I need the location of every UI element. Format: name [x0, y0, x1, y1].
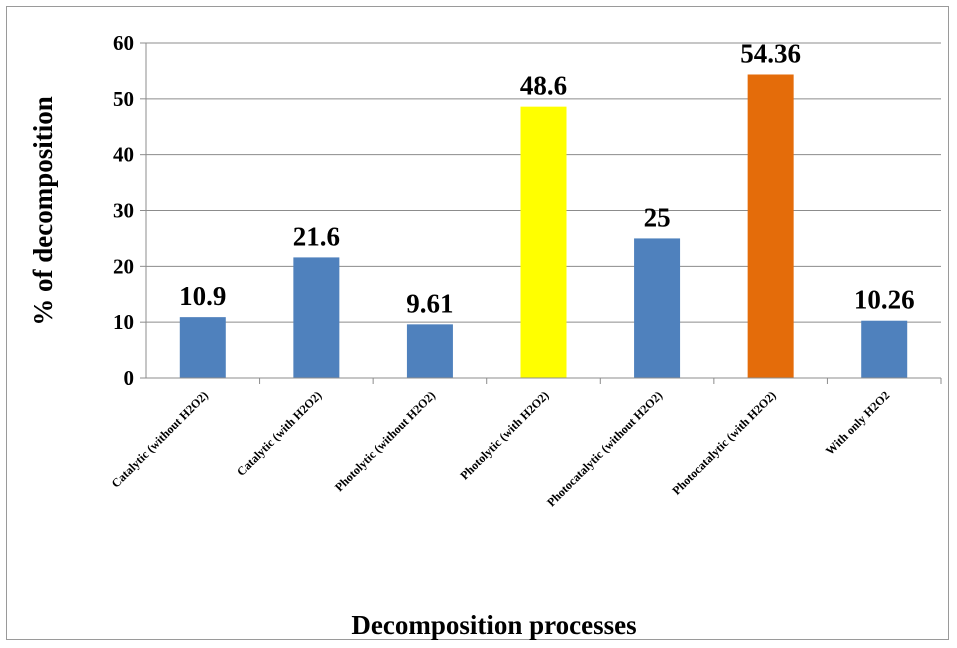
y-axis-title: % of decomposition: [28, 96, 58, 326]
x-tick-label: Photolytic (without H2O2): [332, 388, 438, 494]
y-tick-label: 20: [113, 254, 134, 278]
data-label: 54.36: [740, 38, 801, 68]
y-tick-label: 10: [113, 310, 134, 334]
data-label: 48.6: [520, 71, 567, 101]
bar: [861, 320, 908, 378]
data-label: 10.26: [854, 285, 915, 315]
y-tick-labels: 0 10 20 30 40 50 60: [113, 31, 134, 390]
y-tick-label: 40: [113, 143, 134, 167]
x-tick-label: Photolytic (with H2O2): [457, 388, 551, 482]
axes: [140, 42, 942, 384]
data-label: 9.61: [406, 288, 453, 318]
bars: [179, 74, 908, 379]
data-labels: 10.9 21.6 9.61 48.6 25 54.36 10.26: [179, 38, 914, 318]
bar: [179, 317, 226, 378]
x-axis-title: Decomposition processes: [351, 610, 636, 640]
bar: [634, 238, 681, 378]
y-tick-label: 60: [113, 31, 134, 55]
x-tick-label: Catalytic (without H2O2): [109, 388, 211, 490]
y-tick-label: 30: [113, 199, 134, 223]
bar: [293, 257, 340, 378]
y-tick-label: 50: [113, 87, 134, 111]
bar: [520, 106, 567, 379]
data-label: 10.9: [179, 281, 226, 311]
data-label: 21.6: [293, 221, 340, 251]
x-tick-labels: Catalytic (without H2O2) Catalytic (with …: [109, 388, 893, 509]
y-tick-label: 0: [124, 366, 135, 390]
x-tick-label: With only H2O2: [823, 388, 893, 458]
x-tick-label: Catalytic (with H2O2): [234, 388, 325, 479]
bar: [747, 74, 794, 379]
gridlines: [146, 42, 941, 323]
data-label: 25: [644, 202, 671, 232]
x-tick-label: Photocatalytic (without H2O2): [544, 388, 665, 509]
x-tick-label: Photocatalytic (with H2O2): [669, 388, 778, 497]
bar: [406, 324, 453, 378]
